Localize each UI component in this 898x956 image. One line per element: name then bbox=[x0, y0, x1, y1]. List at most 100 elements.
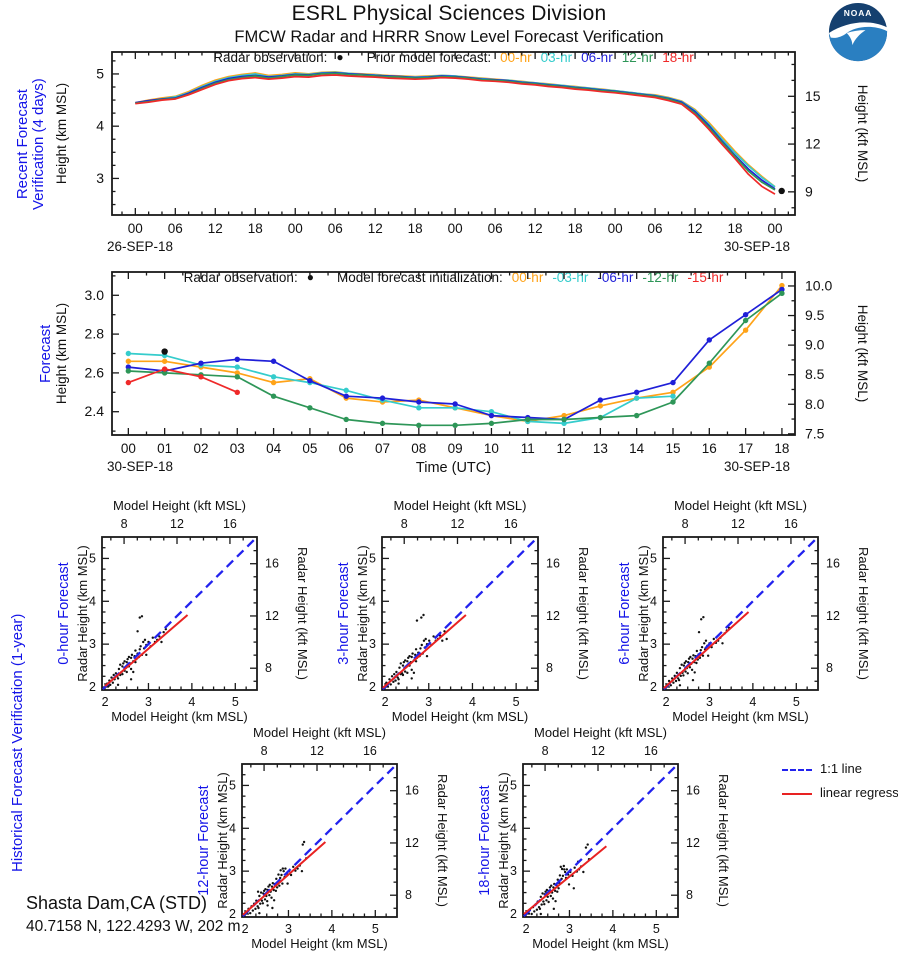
legend-item-18hr: 18-hr bbox=[662, 50, 694, 65]
svg-text:Model Height (km MSL): Model Height (km MSL) bbox=[672, 709, 809, 724]
svg-text:05: 05 bbox=[302, 441, 317, 456]
regression-line bbox=[242, 841, 327, 916]
svg-text:Radar Height (km MSL): Radar Height (km MSL) bbox=[215, 772, 230, 909]
svg-text:08: 08 bbox=[411, 441, 426, 456]
svg-text:12: 12 bbox=[688, 221, 703, 236]
svg-text:5: 5 bbox=[232, 695, 239, 709]
svg-text:8: 8 bbox=[405, 888, 412, 902]
svg-text:Radar Height (km MSL): Radar Height (km MSL) bbox=[636, 545, 651, 682]
svg-text:6-hour Forecast: 6-hour Forecast bbox=[617, 562, 633, 664]
svg-text:2: 2 bbox=[523, 922, 530, 936]
svg-text:8: 8 bbox=[401, 517, 408, 531]
svg-text:07: 07 bbox=[375, 441, 390, 456]
svg-text:13: 13 bbox=[593, 441, 608, 456]
svg-text:4: 4 bbox=[96, 118, 104, 134]
legend-item-m03hr: -03-hr bbox=[552, 270, 589, 285]
svg-text:8: 8 bbox=[261, 744, 268, 758]
svg-text:03: 03 bbox=[230, 441, 245, 456]
svg-text:12: 12 bbox=[451, 517, 465, 531]
svg-text:26-SEP-18: 26-SEP-18 bbox=[107, 239, 173, 254]
svg-text:Radar Height (kft MSL): Radar Height (kft MSL) bbox=[856, 547, 871, 680]
svg-text:4: 4 bbox=[188, 695, 195, 709]
svg-text:12: 12 bbox=[265, 609, 279, 623]
svg-text:2: 2 bbox=[663, 695, 670, 709]
middle-chart: 00 01 02 03 04 05 06 07 08 09 10 11 12 13 14 15 16 17 18 2.… bbox=[54, 271, 870, 476]
svg-text:12: 12 bbox=[528, 221, 543, 236]
svg-text:5: 5 bbox=[650, 551, 657, 565]
svg-text:2: 2 bbox=[650, 680, 657, 694]
svg-text:2: 2 bbox=[89, 680, 96, 694]
svg-text:7.5: 7.5 bbox=[805, 425, 825, 441]
svg-text:9: 9 bbox=[805, 183, 813, 199]
top-chart-series-18-hr bbox=[135, 74, 776, 195]
svg-text:5: 5 bbox=[653, 922, 660, 936]
svg-text:8: 8 bbox=[121, 517, 128, 531]
svg-text:8: 8 bbox=[542, 744, 549, 758]
svg-text:3: 3 bbox=[285, 922, 292, 936]
svg-text:18: 18 bbox=[248, 221, 263, 236]
regression-line bbox=[523, 845, 607, 915]
svg-text:06: 06 bbox=[168, 221, 183, 236]
svg-text:12: 12 bbox=[591, 744, 605, 758]
svg-text:10.0: 10.0 bbox=[805, 277, 832, 293]
one-to-one-line bbox=[523, 764, 678, 917]
svg-text:18: 18 bbox=[774, 441, 789, 456]
svg-text:8: 8 bbox=[686, 888, 693, 902]
one-to-one-line bbox=[102, 537, 257, 690]
svg-text:00: 00 bbox=[121, 441, 136, 456]
svg-text:3: 3 bbox=[706, 695, 713, 709]
svg-text:18: 18 bbox=[728, 221, 743, 236]
top-chart-series-06-hr bbox=[135, 72, 776, 190]
svg-text:8: 8 bbox=[265, 661, 272, 675]
one-to-one-line bbox=[382, 537, 538, 690]
scatter-6-hour: 2 3 4 5 2 3 4 5 8 12 16 8 12 16 Model Height (km MSL) M… bbox=[617, 498, 871, 724]
svg-text:06: 06 bbox=[328, 221, 343, 236]
svg-text:Radar Height (km MSL): Radar Height (km MSL) bbox=[355, 545, 370, 682]
svg-text:2: 2 bbox=[510, 907, 517, 921]
svg-text:3: 3 bbox=[145, 695, 152, 709]
svg-text:Radar Height (km MSL): Radar Height (km MSL) bbox=[496, 772, 511, 909]
scatter-0-hour: 2 3 4 5 2 3 4 5 8 12 16 8 12 16 Model Height (km MSL) M… bbox=[56, 498, 310, 724]
svg-text:5: 5 bbox=[229, 778, 236, 792]
svg-text:3: 3 bbox=[229, 864, 236, 878]
svg-text:2: 2 bbox=[102, 695, 109, 709]
middle-chart-series--15-hr bbox=[128, 368, 238, 394]
svg-text:12: 12 bbox=[208, 221, 223, 236]
svg-text:12: 12 bbox=[405, 836, 419, 850]
svg-text:Model Height (km MSL): Model Height (km MSL) bbox=[532, 936, 669, 951]
svg-text:12: 12 bbox=[805, 136, 821, 152]
middle-chart-series--06-hr bbox=[128, 288, 783, 421]
svg-text:12: 12 bbox=[557, 441, 572, 456]
legend-init-label: Model forecast initialization: bbox=[336, 270, 503, 285]
one-to-one-line bbox=[242, 764, 397, 917]
svg-text:Model Height (km MSL): Model Height (km MSL) bbox=[111, 709, 248, 724]
svg-text:10: 10 bbox=[484, 441, 499, 456]
svg-text:Model Height (km MSL): Model Height (km MSL) bbox=[392, 709, 529, 724]
middle-chart-radar-observation-point bbox=[161, 348, 168, 355]
scatter-3-hour: 2 3 4 5 2 3 4 5 8 12 16 8 12 16 Model Height (km MSL) M… bbox=[336, 498, 591, 724]
svg-text:06: 06 bbox=[488, 221, 503, 236]
svg-text:5: 5 bbox=[510, 778, 517, 792]
svg-text:18: 18 bbox=[408, 221, 423, 236]
svg-text:Model Height (kft MSL): Model Height (kft MSL) bbox=[253, 725, 386, 740]
svg-text:12: 12 bbox=[368, 221, 383, 236]
svg-text:16: 16 bbox=[644, 744, 658, 758]
svg-text:2: 2 bbox=[229, 907, 236, 921]
svg-text:16: 16 bbox=[405, 784, 419, 798]
legend-one-to-one: 1:1 line bbox=[782, 757, 898, 781]
svg-text:Radar Height (km MSL): Radar Height (km MSL) bbox=[75, 545, 90, 682]
svg-text:8.0: 8.0 bbox=[805, 396, 825, 412]
svg-text:00: 00 bbox=[767, 221, 782, 236]
noaa-logo: NOAA bbox=[828, 2, 888, 62]
svg-text:5: 5 bbox=[89, 551, 96, 565]
svg-text:Radar Height (kft MSL): Radar Height (kft MSL) bbox=[716, 774, 731, 907]
svg-text:15: 15 bbox=[805, 88, 821, 104]
svg-text:30-SEP-18: 30-SEP-18 bbox=[107, 459, 173, 474]
svg-text:8: 8 bbox=[826, 661, 833, 675]
middle-chart-series--03-hr bbox=[128, 352, 674, 425]
svg-text:Radar Height (kft MSL): Radar Height (kft MSL) bbox=[435, 774, 450, 907]
svg-text:12: 12 bbox=[731, 517, 745, 531]
svg-text:5: 5 bbox=[513, 695, 520, 709]
